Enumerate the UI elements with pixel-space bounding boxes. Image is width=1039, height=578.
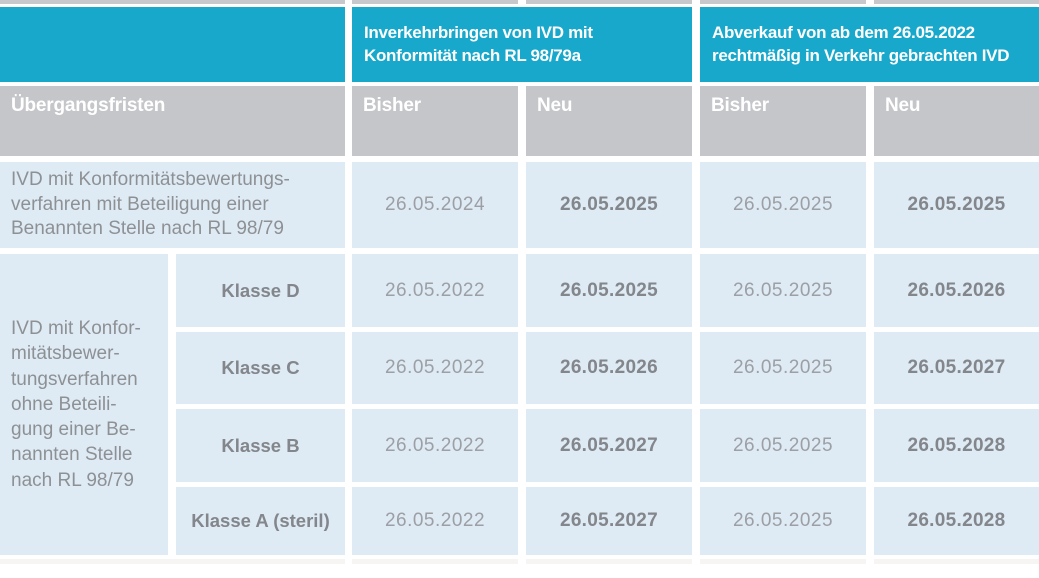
date-klasse-c-bisher-2: 26.05.2025	[700, 332, 866, 404]
bottom-edge-strip	[874, 559, 1039, 564]
bottom-edge-strip	[526, 559, 692, 564]
bottom-edge-strip	[700, 559, 866, 564]
date-klasse-b-neu-1: 26.05.2027	[526, 409, 692, 482]
group-header-abverkauf: Abverkauf von ab dem 26.05.2022 rechtmäß…	[700, 7, 1039, 82]
column-header-bisher-1: Bisher	[352, 86, 518, 156]
column-header-uebergangsfristen: Übergangsfristen	[0, 86, 345, 156]
row-label-mit-beteiligung: IVD mit Konformitätsbewertungs- verfahre…	[0, 162, 345, 248]
date-row1-neu-1: 26.05.2025	[526, 162, 692, 248]
date-klasse-d-neu-2: 26.05.2026	[874, 254, 1039, 327]
date-klasse-c-neu-2: 26.05.2027	[874, 332, 1039, 404]
date-klasse-d-bisher-1: 26.05.2022	[352, 254, 518, 327]
column-header-neu-2: Neu	[874, 86, 1039, 156]
date-klasse-d-neu-1: 26.05.2025	[526, 254, 692, 327]
group-header-inverkehrbringen: Inverkehrbringen von IVD mit Konformität…	[352, 7, 692, 82]
top-edge-sliver	[874, 0, 1039, 4]
klasse-c-cell: Klasse C	[176, 332, 345, 404]
date-row1-neu-2: 26.05.2025	[874, 162, 1039, 248]
column-header-bisher-2: Bisher	[700, 86, 866, 156]
date-klasse-a-bisher-2: 26.05.2025	[700, 487, 866, 555]
date-klasse-a-neu-2: 26.05.2028	[874, 487, 1039, 555]
date-klasse-d-bisher-2: 26.05.2025	[700, 254, 866, 327]
date-klasse-c-neu-1: 26.05.2026	[526, 332, 692, 404]
column-header-neu-1: Neu	[526, 86, 692, 156]
klasse-b-cell: Klasse B	[176, 409, 345, 482]
date-row1-bisher-1: 26.05.2024	[352, 162, 518, 248]
date-klasse-b-neu-2: 26.05.2028	[874, 409, 1039, 482]
top-edge-sliver	[526, 0, 692, 4]
bottom-edge-strip	[352, 559, 518, 564]
top-edge-sliver	[352, 0, 518, 4]
bottom-edge-strip	[0, 559, 345, 564]
date-klasse-b-bisher-2: 26.05.2025	[700, 409, 866, 482]
top-edge-sliver	[700, 0, 866, 4]
date-klasse-c-bisher-1: 26.05.2022	[352, 332, 518, 404]
top-edge-sliver	[0, 0, 345, 4]
date-klasse-a-bisher-1: 26.05.2022	[352, 487, 518, 555]
row-label-ohne-beteiligung: IVD mit Konfor- mitätsbewer- tungsverfah…	[0, 254, 168, 555]
klasse-d-cell: Klasse D	[176, 254, 345, 327]
date-klasse-a-neu-1: 26.05.2027	[526, 487, 692, 555]
date-row1-bisher-2: 26.05.2025	[700, 162, 866, 248]
date-klasse-b-bisher-1: 26.05.2022	[352, 409, 518, 482]
klasse-a-steril-cell: Klasse A (steril)	[176, 487, 345, 555]
group-header-spacer-cell	[0, 7, 345, 82]
